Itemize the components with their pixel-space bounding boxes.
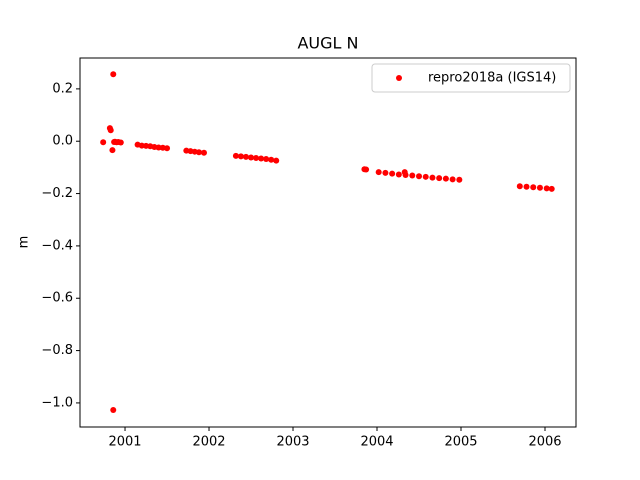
data-point [548,185,555,192]
data-point [382,169,389,176]
data-point [416,173,423,180]
data-point [363,166,370,173]
data-point [402,171,409,178]
data-point [253,154,260,161]
x-tick-label: 2001 [108,435,141,450]
data-point [164,145,171,152]
data-point [442,175,449,182]
plot-frame [79,57,577,428]
data-point [100,139,107,146]
y-tick-label: −1.0 [41,395,73,410]
data-point [449,176,456,183]
x-tick-label: 2004 [360,435,393,450]
data-point [422,173,429,180]
data-point [195,149,202,156]
data-point [248,154,255,161]
data-point [232,152,239,159]
data-point [543,185,550,192]
y-tick-label: −0.8 [41,343,73,358]
data-point [110,71,117,78]
data-point [273,157,280,164]
x-tick-label: 2003 [276,435,309,450]
data-point [516,183,523,190]
legend-label: repro2018a (IGS14) [428,71,556,86]
data-point [117,139,124,146]
data-point [109,147,116,154]
data-point [268,156,275,163]
data-point [200,149,207,156]
data-point [242,153,249,160]
legend-marker [396,75,402,81]
y-tick-label: 0.0 [52,134,73,149]
data-point [456,176,463,183]
data-point [110,406,117,413]
y-tick-label: −0.4 [41,238,73,253]
data-point [436,175,443,182]
chart-title: AUGL N [297,34,358,53]
data-point [237,153,244,160]
data-point [536,184,543,191]
data-point [409,172,416,179]
data-point [107,127,114,134]
y-axis-label: m [17,236,32,249]
y-tick-label: 0.2 [52,81,73,96]
y-tick-label: −0.2 [41,186,73,201]
data-point [263,156,270,163]
x-tick-label: 2006 [528,435,561,450]
data-point [395,171,402,178]
x-tick-label: 2005 [444,435,477,450]
data-point [523,183,530,190]
y-tick-label: −0.6 [41,291,73,306]
data-point [389,170,396,177]
data-point [375,169,382,176]
data-point [530,184,537,191]
data-point [258,155,265,162]
legend-box [371,63,571,93]
x-tick-label: 2002 [192,435,225,450]
data-point [429,174,436,181]
